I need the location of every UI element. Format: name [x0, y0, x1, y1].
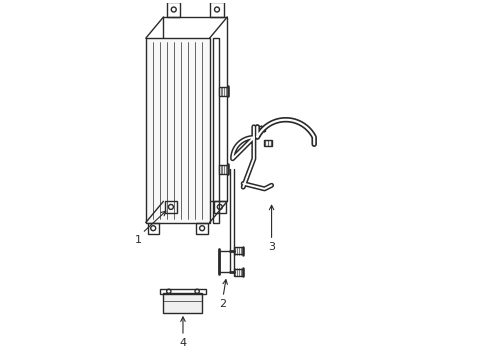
Bar [234, 269, 243, 276]
Bar [146, 38, 210, 222]
Bar [164, 17, 227, 201]
Bar [257, 126, 265, 131]
Bar [210, 2, 224, 17]
Bar [167, 2, 180, 17]
Bar [264, 140, 272, 145]
Text: 1: 1 [135, 235, 142, 245]
Bar [213, 38, 220, 222]
Bar [214, 201, 225, 213]
Bar [220, 87, 228, 96]
Text: 3: 3 [268, 242, 275, 252]
Bar [196, 222, 208, 234]
Text: 2: 2 [220, 299, 226, 309]
Bar [164, 293, 202, 313]
Bar [220, 165, 228, 174]
Bar [147, 222, 159, 234]
Text: 4: 4 [179, 338, 187, 348]
Bar [160, 289, 206, 294]
Bar [165, 201, 176, 213]
Bar [234, 247, 243, 255]
